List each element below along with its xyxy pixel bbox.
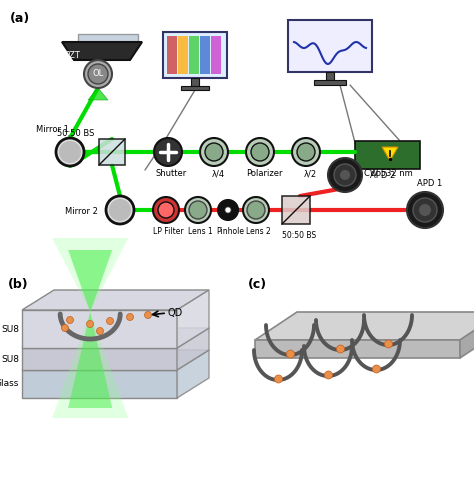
Text: PZT: PZT [64, 50, 80, 60]
Circle shape [200, 138, 228, 166]
Circle shape [286, 350, 294, 358]
Polygon shape [211, 36, 221, 74]
Circle shape [107, 317, 113, 324]
Circle shape [86, 320, 93, 327]
Polygon shape [68, 312, 112, 408]
Polygon shape [22, 310, 177, 348]
Circle shape [88, 64, 108, 84]
Circle shape [225, 207, 231, 213]
Polygon shape [460, 312, 474, 358]
Text: OL: OL [92, 70, 104, 78]
Circle shape [109, 199, 131, 221]
Polygon shape [22, 290, 209, 310]
Polygon shape [163, 32, 227, 78]
Polygon shape [88, 88, 108, 100]
Circle shape [56, 138, 84, 166]
Polygon shape [68, 250, 112, 312]
Text: QD: QD [168, 308, 183, 318]
Text: Mirror 2: Mirror 2 [65, 208, 98, 216]
Polygon shape [78, 34, 138, 42]
Circle shape [185, 197, 211, 223]
Circle shape [218, 200, 238, 220]
Circle shape [153, 197, 179, 223]
Circle shape [246, 138, 274, 166]
Circle shape [413, 198, 437, 222]
Text: LP Filter: LP Filter [153, 227, 183, 237]
Text: (b): (b) [8, 278, 28, 291]
Circle shape [127, 314, 134, 320]
Circle shape [84, 60, 112, 88]
Polygon shape [326, 72, 334, 80]
Circle shape [373, 365, 381, 373]
Text: λ/4: λ/4 [211, 170, 225, 178]
Polygon shape [22, 350, 209, 370]
Polygon shape [255, 340, 460, 358]
Circle shape [158, 202, 174, 218]
Circle shape [154, 138, 182, 166]
Polygon shape [191, 78, 199, 86]
Polygon shape [382, 147, 398, 161]
Circle shape [419, 204, 431, 216]
Text: Mirror 1: Mirror 1 [36, 126, 68, 135]
Circle shape [328, 158, 362, 192]
Polygon shape [52, 238, 128, 312]
Polygon shape [99, 139, 125, 165]
Text: SU8: SU8 [1, 354, 19, 363]
Circle shape [97, 327, 103, 334]
Polygon shape [314, 80, 346, 85]
Polygon shape [288, 20, 372, 72]
Polygon shape [189, 36, 199, 74]
Text: 50:50 BS: 50:50 BS [56, 130, 94, 139]
Polygon shape [178, 36, 188, 74]
Polygon shape [22, 348, 177, 370]
Polygon shape [200, 36, 210, 74]
Polygon shape [22, 370, 177, 398]
Text: CW 532 nm: CW 532 nm [364, 170, 412, 178]
Circle shape [243, 197, 269, 223]
Text: (c): (c) [248, 278, 267, 291]
Circle shape [292, 138, 320, 166]
Polygon shape [177, 350, 209, 398]
Circle shape [334, 164, 356, 186]
Text: λ/2: λ/2 [303, 170, 317, 178]
Text: Lens 1: Lens 1 [188, 227, 212, 237]
Polygon shape [177, 328, 209, 370]
Text: Polarizer: Polarizer [246, 170, 282, 178]
Polygon shape [355, 141, 420, 169]
Text: APD 2: APD 2 [370, 171, 395, 179]
Text: 50:50 BS: 50:50 BS [282, 232, 316, 241]
Circle shape [189, 201, 207, 219]
Circle shape [297, 143, 315, 161]
Polygon shape [181, 86, 209, 90]
Circle shape [66, 317, 73, 323]
Text: Shutter: Shutter [155, 170, 187, 178]
Circle shape [62, 324, 69, 331]
Circle shape [59, 141, 81, 163]
Circle shape [106, 196, 134, 224]
Circle shape [407, 192, 443, 228]
Text: SU8: SU8 [1, 324, 19, 333]
Circle shape [247, 201, 265, 219]
Text: (a): (a) [10, 12, 30, 25]
Polygon shape [52, 312, 128, 418]
Text: APD 1: APD 1 [418, 179, 443, 188]
Circle shape [251, 143, 269, 161]
Circle shape [337, 345, 345, 353]
Polygon shape [62, 42, 142, 60]
Text: Glass: Glass [0, 380, 19, 388]
Polygon shape [22, 328, 209, 348]
Polygon shape [282, 196, 310, 224]
Text: Pinhole: Pinhole [216, 227, 244, 237]
Polygon shape [255, 312, 474, 340]
Polygon shape [167, 36, 177, 74]
Text: Lens 2: Lens 2 [246, 227, 270, 237]
Circle shape [325, 371, 332, 379]
Circle shape [145, 312, 152, 318]
Circle shape [384, 340, 392, 348]
Polygon shape [177, 290, 209, 348]
Circle shape [205, 143, 223, 161]
Circle shape [340, 170, 350, 180]
Circle shape [274, 375, 283, 383]
